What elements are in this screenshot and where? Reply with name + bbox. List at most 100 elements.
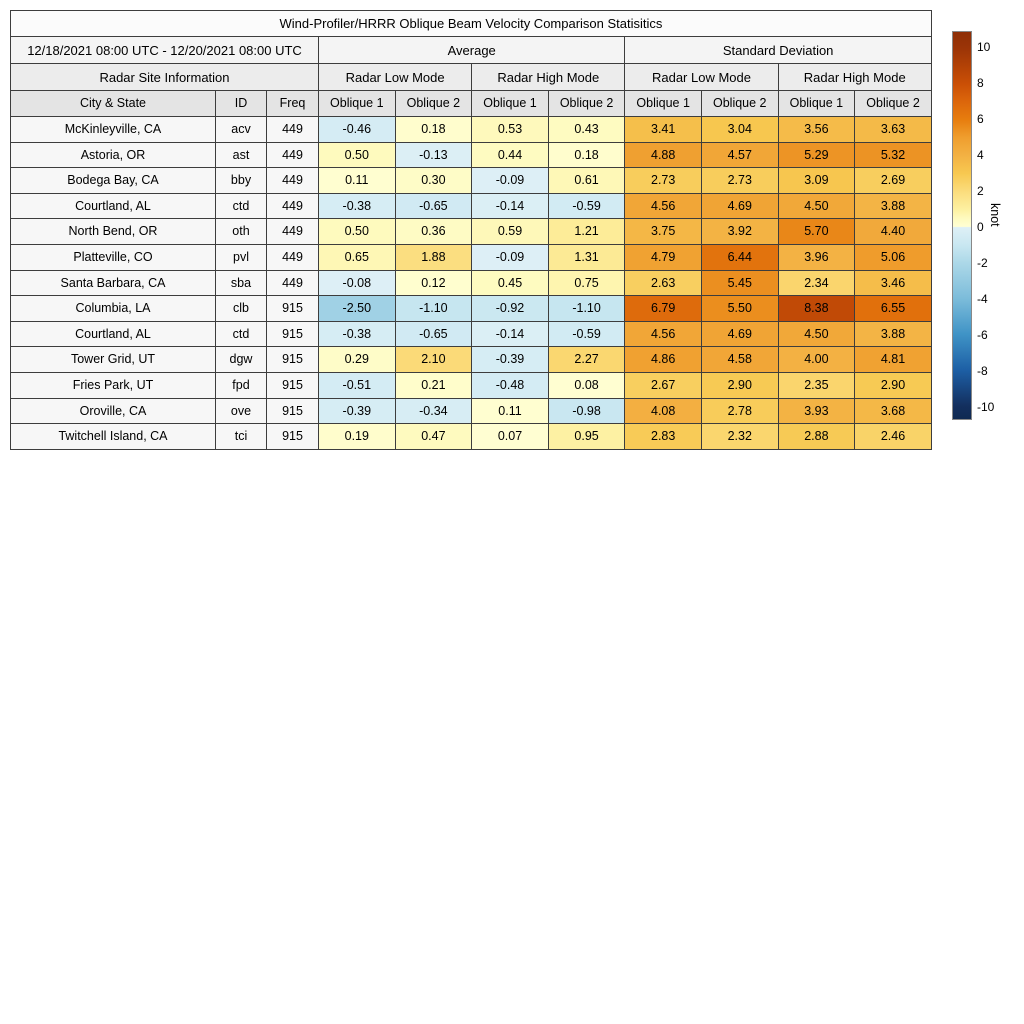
value-cell: 4.56 (624, 192, 702, 220)
std-group-header: Standard Deviation (624, 36, 932, 64)
city-cell: Courtland, AL (10, 320, 216, 348)
table-row: Astoria, OR ast 449 0.50 -0.13 0.44 0.18 4.88 4.… (10, 141, 932, 169)
value-cell: 5.45 (700, 269, 779, 297)
colorbar-tick-label: -10 (977, 400, 995, 414)
value-cell: 6.79 (624, 295, 702, 322)
city-cell: Astoria, OR (10, 141, 216, 169)
value-cell: -0.14 (471, 320, 549, 348)
value-cell: 0.65 (318, 243, 396, 271)
city-cell: Bodega Bay, CA (10, 167, 216, 194)
freq-cell: 449 (266, 167, 319, 194)
col-header-oblique: Oblique 2 (547, 90, 626, 117)
value-cell: 0.61 (547, 167, 626, 194)
freq-cell: 915 (266, 346, 319, 373)
value-cell: 4.79 (624, 243, 702, 271)
value-cell: 4.40 (854, 218, 932, 245)
value-cell: 2.46 (854, 423, 932, 450)
value-cell: 3.56 (777, 116, 856, 143)
value-cell: 5.70 (777, 218, 856, 245)
table-row: McKinleyville, CA acv 449 -0.46 0.18 0.53 0.43… (10, 116, 932, 143)
value-cell: 6.44 (700, 243, 779, 271)
table-row: Fries Park, UT fpd 915 -0.51 0.21 -0.48 0.08 2.… (10, 371, 932, 399)
value-cell: 0.12 (394, 269, 473, 297)
average-group-header: Average (317, 36, 626, 64)
value-cell: 3.46 (854, 269, 932, 297)
value-cell: 2.73 (700, 167, 779, 194)
value-cell: 4.57 (700, 141, 779, 169)
value-cell: 0.43 (547, 116, 626, 143)
col-header-city: City & State (10, 90, 216, 117)
value-cell: 0.18 (394, 116, 473, 143)
value-cell: 2.67 (624, 371, 702, 399)
id-cell: fpd (215, 371, 267, 399)
table-row: Twitchell Island, CA tci 915 0.19 0.47 0.07 0.… (10, 423, 932, 450)
freq-cell: 915 (266, 295, 319, 322)
city-cell: Fries Park, UT (10, 371, 216, 399)
value-cell: 0.21 (394, 371, 473, 399)
table-row: Columbia, LA clb 915 -2.50 -1.10 -0.92 -1.10 6.… (10, 295, 932, 322)
value-cell: 0.53 (471, 116, 549, 143)
value-cell: -0.59 (547, 320, 626, 348)
value-cell: 4.56 (624, 320, 702, 348)
value-cell: -0.59 (547, 192, 626, 220)
table-row: North Bend, OR oth 449 0.50 0.36 0.59 1.21 3.75… (10, 218, 932, 245)
value-cell: 6.55 (854, 295, 932, 322)
freq-cell: 915 (266, 320, 319, 348)
colorbar-unit-label: knot (988, 203, 1002, 227)
table-title: Wind-Profiler/HRRR Oblique Beam Velocity… (10, 10, 932, 37)
value-cell: 2.73 (624, 167, 702, 194)
col-header-oblique: Oblique 1 (471, 90, 549, 117)
value-cell: 4.50 (777, 320, 856, 348)
value-cell: 2.90 (700, 371, 779, 399)
colorbar-tick-label: 6 (977, 112, 984, 126)
value-cell: 3.88 (854, 320, 932, 348)
colorbar-tick-label: 10 (977, 40, 991, 54)
value-cell: 3.41 (624, 116, 702, 143)
value-cell: 4.81 (854, 346, 932, 373)
value-cell: 2.27 (547, 346, 626, 373)
value-cell: -0.39 (471, 346, 549, 373)
id-cell: oth (215, 218, 267, 245)
id-cell: tci (215, 423, 267, 450)
value-cell: -0.48 (471, 371, 549, 399)
value-cell: 0.59 (471, 218, 549, 245)
value-cell: 0.08 (547, 371, 626, 399)
value-cell: 2.90 (854, 371, 932, 399)
value-cell: 0.11 (471, 397, 549, 425)
value-cell: 2.32 (700, 423, 779, 450)
value-cell: 3.68 (854, 397, 932, 425)
value-cell: 4.00 (777, 346, 856, 373)
city-cell: Courtland, AL (10, 192, 216, 220)
table-row: Tower Grid, UT dgw 915 0.29 2.10 -0.39 2.27 4.8… (10, 346, 932, 373)
value-cell: 4.58 (700, 346, 779, 373)
value-cell: -0.65 (394, 320, 473, 348)
value-cell: 4.69 (700, 320, 779, 348)
value-cell: 0.29 (318, 346, 396, 373)
value-cell: 2.63 (624, 269, 702, 297)
value-cell: 0.44 (471, 141, 549, 169)
value-cell: -1.10 (547, 295, 626, 322)
date-range: 12/18/2021 08:00 UTC - 12/20/2021 08:00 … (10, 36, 319, 64)
value-cell: 2.35 (777, 371, 856, 399)
value-cell: 2.78 (700, 397, 779, 425)
value-cell: -0.08 (318, 269, 396, 297)
value-cell: -0.14 (471, 192, 549, 220)
colorbar-tick-label: -6 (977, 328, 988, 342)
mode-header-std-high: Radar High Mode (777, 63, 932, 91)
value-cell: -0.39 (318, 397, 396, 425)
value-cell: -0.51 (318, 371, 396, 399)
value-cell: 3.92 (700, 218, 779, 245)
value-cell: 0.30 (394, 167, 473, 194)
value-cell: 3.63 (854, 116, 932, 143)
id-cell: ast (215, 141, 267, 169)
value-cell: 0.07 (471, 423, 549, 450)
table-row: Oroville, CA ove 915 -0.39 -0.34 0.11 -0.98 4.0… (10, 397, 932, 425)
value-cell: 3.88 (854, 192, 932, 220)
value-cell: -2.50 (318, 295, 396, 322)
col-header-id: ID (215, 90, 267, 117)
city-cell: Santa Barbara, CA (10, 269, 216, 297)
value-cell: 0.36 (394, 218, 473, 245)
mode-header-avg-low: Radar Low Mode (317, 63, 473, 91)
value-cell: 2.34 (777, 269, 856, 297)
colorbar-tick-label: 0 (977, 220, 984, 234)
